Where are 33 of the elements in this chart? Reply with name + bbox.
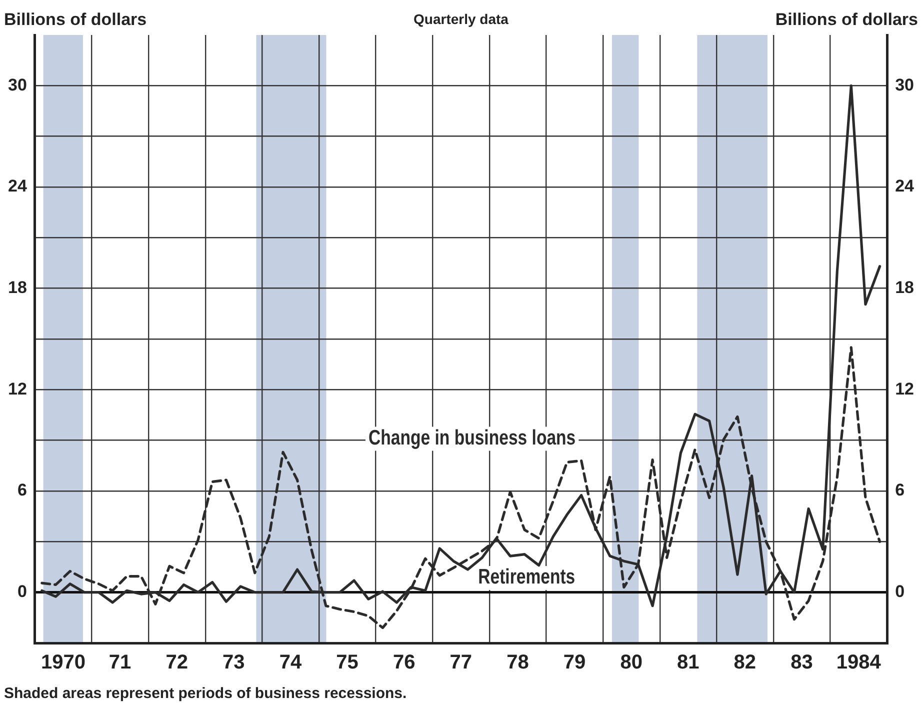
y2-tick-label: 18 — [895, 278, 914, 298]
x-tick-label: 76 — [393, 652, 416, 674]
y2-tick-label: 6 — [895, 480, 905, 500]
x-tick-label: 81 — [677, 652, 700, 674]
x-tick-label: 1984 — [836, 652, 882, 674]
y2-tick-label: 24 — [895, 176, 915, 196]
x-tick-label: 71 — [108, 652, 132, 674]
series-label: Change in business loans — [368, 426, 576, 450]
x-tick-label: 78 — [506, 652, 529, 674]
x-tick-label: 75 — [336, 652, 358, 674]
text: Shaded areas represent periods of business recessions. — [4, 685, 407, 702]
y-tick-label: 6 — [17, 480, 27, 500]
x-tick-label: 79 — [563, 652, 586, 674]
y-tick-label: 18 — [8, 278, 27, 298]
y2-tick-label: 12 — [895, 379, 914, 398]
x-tick-label: 77 — [450, 652, 472, 674]
y-tick-label: 12 — [8, 379, 27, 398]
y2-axis-title: Billions of dollars — [775, 10, 918, 29]
y-tick-label: 24 — [8, 176, 28, 196]
chart-title: Quarterly data — [414, 11, 509, 27]
y-axis-title: Billions of dollars — [4, 10, 147, 29]
series-label: Retirements — [478, 566, 576, 590]
x-tick-label: 1970 — [40, 652, 86, 674]
x-tick-label: 83 — [790, 652, 813, 674]
x-tick-label: 72 — [166, 652, 188, 674]
y2-tick-label: 30 — [895, 75, 914, 94]
x-tick-label: 73 — [222, 652, 245, 674]
y-tick-label: 30 — [8, 75, 27, 94]
x-tick-label: 80 — [620, 652, 643, 674]
x-tick-label: 74 — [279, 652, 302, 674]
x-tick-label: 82 — [734, 652, 756, 674]
y2-tick-label: 0 — [895, 582, 905, 602]
y-tick-label: 0 — [17, 582, 27, 602]
